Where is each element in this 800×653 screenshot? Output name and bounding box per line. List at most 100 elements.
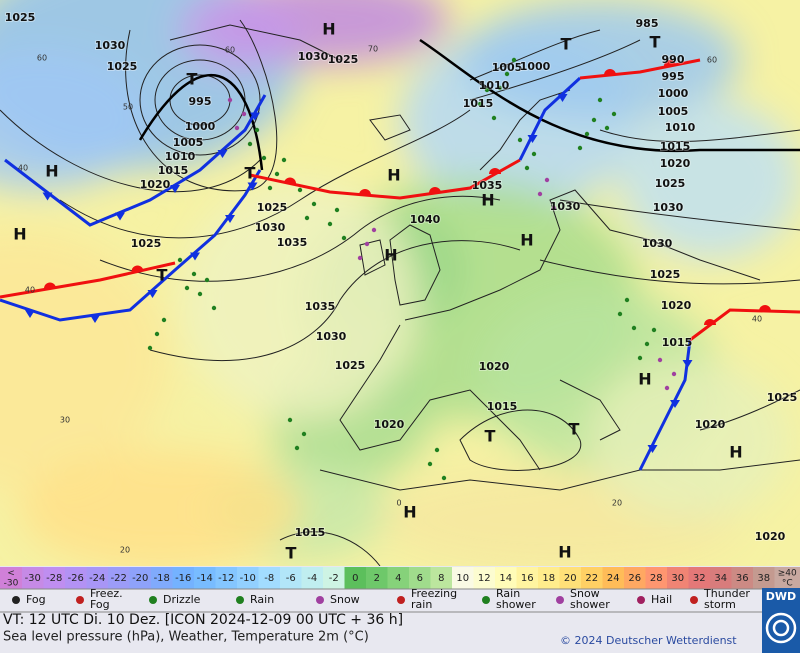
pressure-center: H: [322, 20, 335, 39]
coastline: [559, 379, 621, 441]
front-semicircle: [759, 305, 771, 311]
pressure-label: 1035: [305, 300, 336, 313]
scale-label: -26: [68, 573, 84, 584]
pressure-label: 1030: [95, 39, 126, 52]
weather-icon: [690, 596, 698, 604]
temperature-label: 60: [225, 46, 235, 55]
weather-dot: [631, 325, 637, 331]
pressure-label: 1025: [5, 11, 36, 24]
coastline: [369, 114, 411, 141]
weather-dot: [671, 371, 677, 377]
scale-cell: [323, 567, 345, 589]
coastline: [479, 89, 571, 171]
weather-icon: [556, 596, 564, 604]
scale-label: -6: [286, 573, 296, 584]
pressure-center: T: [187, 70, 198, 89]
scale-cell: [129, 567, 151, 589]
field-area: [20, 450, 300, 570]
scale-cell: [645, 567, 667, 589]
pressure-label: 1030: [550, 200, 581, 213]
scale-label: 34: [714, 573, 727, 584]
isobar-bold: [419, 38, 800, 153]
weather-dot: [637, 355, 643, 361]
pressure-center: H: [13, 225, 26, 244]
weather-icon: [76, 596, 84, 604]
pressure-label: 1025: [328, 53, 359, 66]
weather-dot: [604, 125, 610, 131]
pressure-label: 1005: [173, 136, 204, 149]
pressure-label: 1025: [107, 60, 138, 73]
front-triangle: [217, 150, 228, 158]
scale-label: 18: [542, 573, 555, 584]
pressure-label: 1000: [185, 120, 216, 133]
weather-dot: [611, 111, 617, 117]
scale-label: 20: [564, 573, 577, 584]
scale-cell: [473, 567, 495, 589]
temperature-label: 20: [120, 546, 130, 555]
scale-label: 26: [628, 573, 641, 584]
pressure-label: 1030: [316, 330, 347, 343]
weather-dot: [617, 311, 623, 317]
scale-label: 28: [650, 573, 663, 584]
pressure-label: 1025: [335, 359, 366, 372]
pressure-label: 1030: [642, 237, 673, 250]
front-triangle: [247, 182, 258, 191]
front-semicircle: [664, 60, 676, 66]
weather-dot: [211, 305, 217, 311]
weather-label: Thunder: [703, 587, 750, 600]
scale-cell: [108, 567, 130, 589]
weather-dot: [551, 205, 557, 211]
pressure-label: 1020: [755, 530, 786, 543]
isobar: [599, 129, 800, 143]
pressure-center: H: [45, 162, 58, 181]
pressure-label: 1030: [298, 50, 329, 63]
weather-dot: [491, 115, 497, 121]
weather-dot: [147, 345, 153, 351]
weather-dot: [341, 235, 347, 241]
scale-cell: [495, 567, 517, 589]
front-semicircle: [131, 265, 144, 272]
temperature-field: [0, 0, 800, 570]
pressure-center: T: [561, 35, 572, 54]
scale-cell: [452, 567, 474, 589]
weather-dot: [591, 117, 597, 123]
subtitle: Sea level pressure (hPa), Weather, Tempe…: [3, 630, 369, 645]
field-area: [460, 0, 740, 120]
pressure-center: H: [729, 443, 742, 462]
front-triangle: [115, 212, 125, 221]
logo-swirl: [772, 619, 790, 637]
temperature-label: 40: [25, 286, 35, 295]
scale-high-cell: [774, 567, 800, 589]
temperature-label: 40: [752, 315, 762, 324]
scale-label: -14: [197, 573, 213, 584]
pressure-label: 1010: [165, 150, 196, 163]
scale-cell: [624, 567, 646, 589]
weather-dot: [544, 177, 550, 183]
scale-cell: [22, 567, 44, 589]
weather-dot: [517, 137, 523, 143]
pressure-label: 1015: [660, 140, 691, 153]
weather-dot: [657, 357, 663, 363]
pressure-center: T: [245, 164, 256, 183]
scale-label: -30: [25, 573, 41, 584]
scale-cell: [151, 567, 173, 589]
weather-label: shower: [496, 598, 536, 611]
weather-dot: [651, 327, 657, 333]
weather-dot: [177, 257, 183, 263]
logo-swirl: [765, 612, 797, 644]
pressure-label: 1010: [665, 121, 696, 134]
weather-dot: [274, 171, 280, 177]
pressure-label: 1020: [660, 157, 691, 170]
pressure-label: 1005: [658, 105, 689, 118]
weather-label: Snow: [330, 593, 360, 606]
pressure-label: 1010: [479, 79, 510, 92]
pressure-center: H: [520, 231, 533, 250]
weather-icon: [12, 596, 20, 604]
pressure-label: 1040: [410, 213, 441, 226]
weather-dot: [427, 461, 433, 467]
coastline: [169, 24, 341, 61]
pressure-center: H: [481, 191, 494, 210]
isobar: [149, 240, 521, 361]
